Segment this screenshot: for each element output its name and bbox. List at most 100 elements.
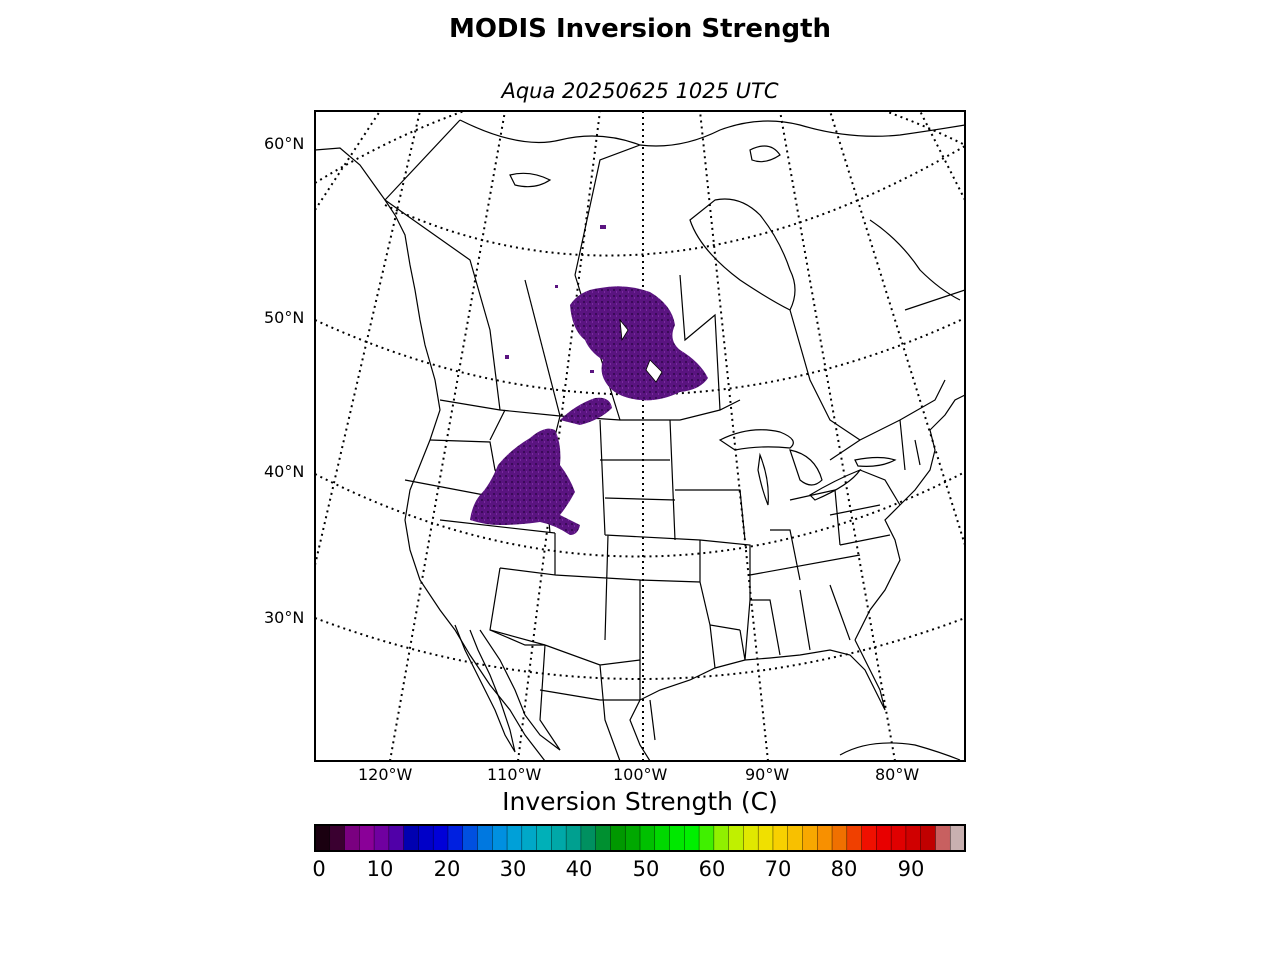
figure-title: MODIS Inversion Strength [448,14,832,44]
colorbar-segment [905,825,922,851]
colorbar-segment [787,825,804,851]
mexico-gulf-coast [629,699,651,761]
inversion-data-layer [470,225,708,535]
colorbar-segment [625,825,641,851]
inversion-speck-1 [555,285,558,288]
inversion-patch-canada-hole-1 [645,359,663,383]
inversion-speck-3 [505,355,509,359]
inversion-speck-2 [600,225,606,229]
colorbar-segment [447,825,464,851]
colorbar-segment [595,825,612,851]
colorbar-segment [374,825,390,851]
colorbar-segment [433,825,449,851]
colorbar-segment [758,825,774,851]
lon-line-80 [779,111,896,761]
lat-label-60: 60°N [264,134,305,153]
lon-label-100: 100°W [613,765,668,784]
colorbar-segment [536,825,552,851]
colorbar-segment [654,825,671,851]
map-frame [314,110,966,762]
lake-erie [809,468,862,501]
colorbar-tick-70: 70 [764,857,792,881]
lat-line-40 [315,471,965,558]
colorbar-tick-50: 50 [632,857,660,881]
colorbar-segment [359,825,375,851]
gulf-coast [639,639,886,711]
colorbar-segment [861,825,877,851]
lake-ontario [854,456,897,467]
inversion-speck-4 [590,370,594,373]
colorbar-segment [640,825,656,851]
arctic-island-1 [509,172,552,188]
colorbar-segment [772,825,789,851]
baja-coast [454,624,516,753]
quebec-labrador-border [904,289,965,311]
colorbar [315,825,966,851]
colorbar-segment [507,825,523,851]
arctic-island-2 [749,145,781,163]
mexico-state-lines [489,629,656,761]
lat-label-30: 30°N [264,608,305,627]
lon-label-120: 120°W [358,765,413,784]
territories-border [384,119,461,201]
cuba [839,742,961,761]
lon-line-110 [517,111,601,761]
inversion-patch-rockies [470,428,580,535]
colorbar-segment [521,825,538,851]
colorbar-segment [462,825,479,851]
lon-label-90: 90°W [745,765,790,784]
arctic-coast [459,119,965,147]
colorbar-segment [950,825,966,851]
ontario-quebec-border [789,309,861,441]
colorbar-segment [832,825,848,851]
inversion-patch-canada [570,286,708,401]
coastlines-borders [315,119,965,761]
colorbar-tick-20: 20 [433,857,461,881]
colorbar-tick-80: 80 [830,857,858,881]
lat-label-40: 40°N [264,462,305,481]
colorbar-tick-60: 60 [698,857,726,881]
inversion-patch-border [560,397,612,425]
colorbar-segment [329,825,346,851]
colorbar-segment [891,825,907,851]
colorbar-tick-40: 40 [565,857,593,881]
colorbar-segment [566,825,582,851]
colorbar-tick-0: 0 [312,857,326,881]
colorbar-segment [610,825,626,851]
colorbar-segment [403,825,420,851]
lon-label-80: 80°W [875,765,920,784]
colorbar-segment [935,825,951,851]
state-lines [404,409,921,669]
lon-line-60 [919,111,965,201]
lat-label-50: 50°N [264,308,305,327]
colorbar-segment [713,825,730,851]
colorbar-tick-30: 30 [499,857,527,881]
inversion-patch-canada-hole-2 [619,318,629,342]
nunavut-border [574,144,641,276]
lon-line-70 [829,111,965,546]
colorbar-segment [728,825,745,851]
colorbar-segment [418,825,434,851]
colorbar-segment [876,825,892,851]
colorbar-segment [846,825,863,851]
colorbar-segment [817,825,833,851]
colorbar-segment [492,825,508,851]
alberta-sask-border [524,279,561,417]
lon-line-90 [699,111,769,761]
mexico-west-coast [479,629,561,751]
atlantic-coast [854,394,965,641]
lat-line-30 [315,617,965,680]
colorbar-segment [699,825,715,851]
colorbar-segment [344,825,360,851]
longitude-gridlines [315,111,965,761]
colorbar-title: Inversion Strength (C) [502,787,778,816]
lon-line-140 [315,111,381,211]
colorbar-segment [743,825,759,851]
colorbar-segment [920,825,937,851]
colorbar-segment [580,825,597,851]
colorbar-segment [684,825,700,851]
colorbar-segment [802,825,818,851]
colorbar-segment [669,825,685,851]
